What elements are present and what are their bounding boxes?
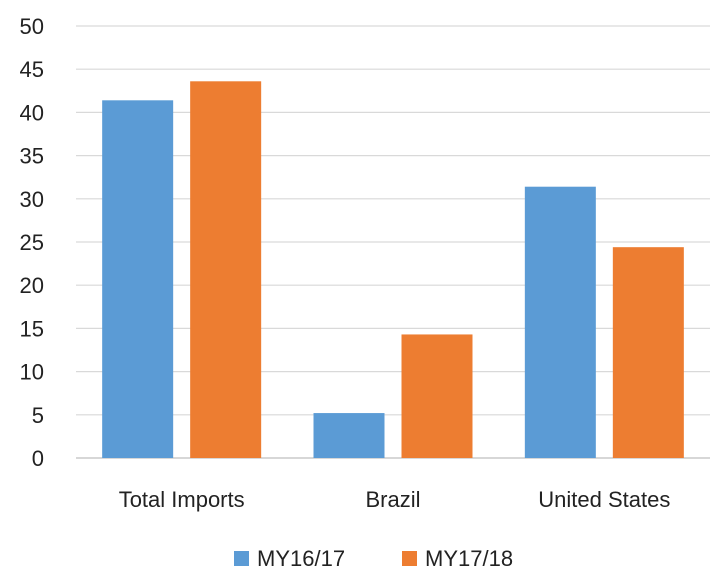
- y-tick-label: 25: [20, 230, 44, 255]
- bar-total-imports-my1617: [102, 100, 174, 458]
- x-tick-label: United States: [538, 487, 670, 512]
- bar-brazil-my1617: [313, 413, 385, 458]
- y-tick-label: 20: [20, 273, 44, 298]
- y-tick-label: 30: [20, 187, 44, 212]
- bar-total-imports-my1718: [190, 81, 262, 459]
- bar-united-states-my1617: [524, 186, 596, 459]
- y-tick-label: 0: [32, 446, 44, 471]
- x-tick-label: Total Imports: [119, 487, 245, 512]
- x-tick-label: Brazil: [365, 487, 420, 512]
- y-tick-label: 10: [20, 360, 44, 385]
- y-tick-label: 15: [20, 316, 44, 341]
- y-tick-label: 50: [20, 14, 44, 39]
- legend-label: MY16/17: [257, 546, 345, 571]
- legend-swatch: [402, 551, 417, 566]
- y-axis-tick-labels: 0 5 10 15 20 25 30 35 40 45 50: [20, 14, 44, 471]
- y-tick-label: 45: [20, 57, 44, 82]
- y-tick-label: 35: [20, 144, 44, 169]
- gridlines: [76, 25, 710, 459]
- x-axis-tick-labels: Total Imports Brazil United States: [119, 487, 671, 512]
- y-tick-label: 40: [20, 100, 44, 125]
- bar-brazil-my1718: [401, 334, 473, 458]
- bar-united-states-my1718: [612, 247, 684, 458]
- bars: [102, 81, 684, 459]
- y-tick-label: 5: [32, 403, 44, 428]
- legend-label: MY17/18: [425, 546, 513, 571]
- legend: MY16/17 MY17/18: [234, 546, 513, 571]
- legend-swatch: [234, 551, 249, 566]
